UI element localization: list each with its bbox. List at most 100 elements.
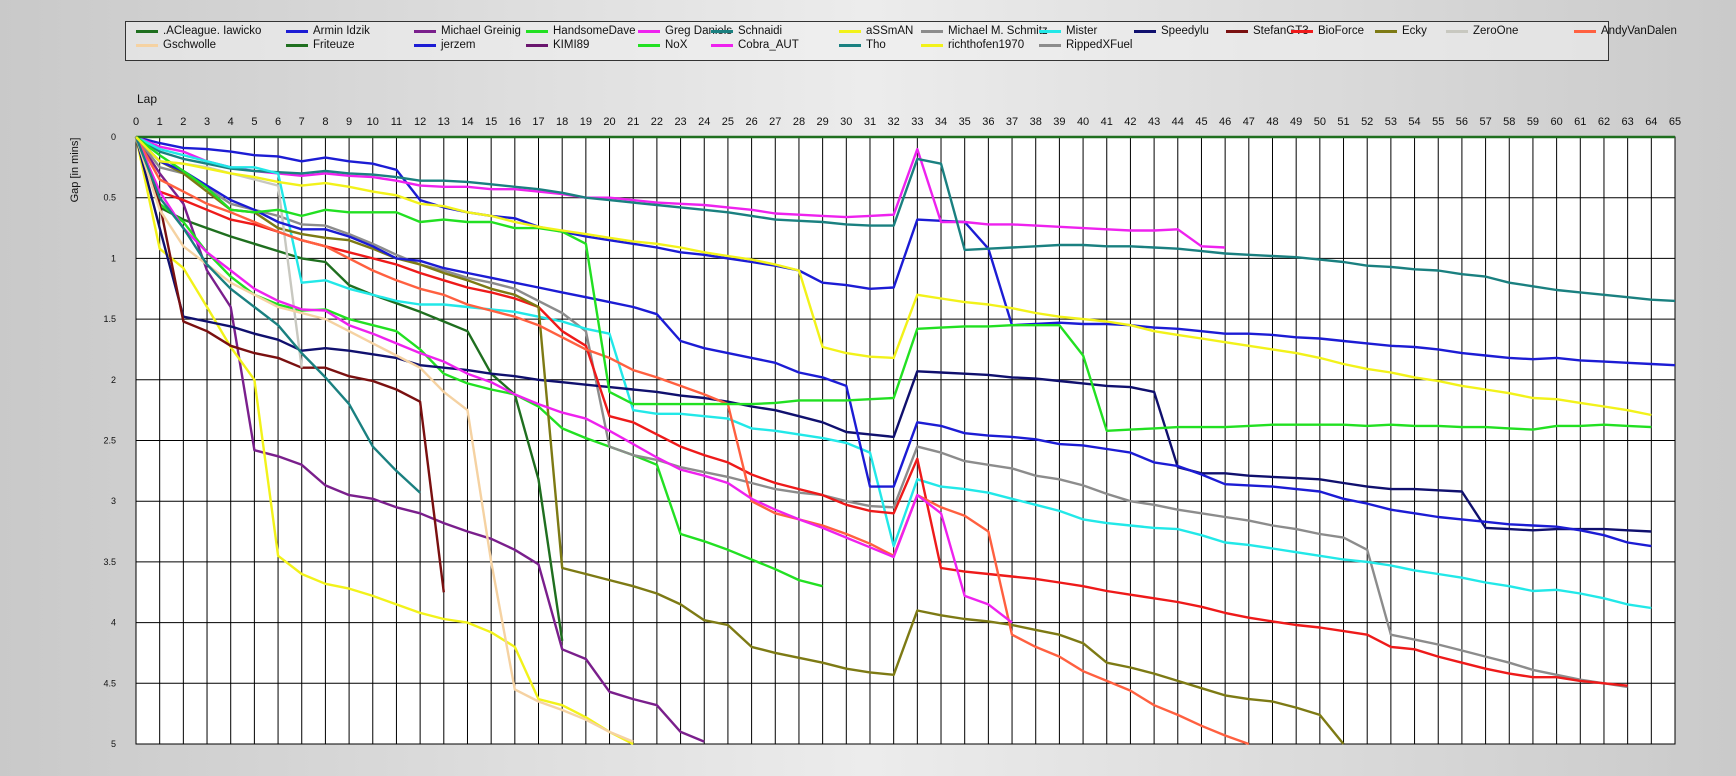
- x-tick-label: 4: [228, 116, 234, 128]
- y-tick-label: 5: [111, 739, 116, 749]
- x-tick-label: 62: [1598, 116, 1610, 128]
- x-axis-label: Lap: [137, 92, 157, 106]
- x-tick-label: 59: [1527, 116, 1539, 128]
- legend-swatch: [921, 29, 943, 33]
- x-tick-label: 35: [959, 116, 971, 128]
- x-tick-label: 19: [580, 116, 592, 128]
- y-tick-label: 2: [111, 375, 116, 385]
- y-tick-label: 4: [111, 618, 116, 628]
- legend-label: richthofen1970: [948, 39, 1025, 51]
- legend-swatch: [1226, 29, 1248, 33]
- x-tick-label: 28: [793, 116, 805, 128]
- x-tick-label: 50: [1314, 116, 1326, 128]
- y-tick-label: 0: [111, 132, 116, 142]
- series-line: [135, 136, 1628, 689]
- series-line: [134, 136, 421, 494]
- legend-item: Schnaidi: [711, 25, 782, 37]
- series-line: [135, 135, 1226, 249]
- legend-item: .ACleague. Iawicko: [136, 25, 261, 37]
- legend-label: Speedylu: [1161, 25, 1209, 37]
- legend-swatch: [1375, 29, 1397, 33]
- legend-item: RippedXFuel: [1039, 39, 1132, 51]
- series-line: [135, 136, 1345, 745]
- legend-item: Michael M. Schmitz: [921, 25, 1048, 37]
- legend-item: ZeroOne: [1446, 25, 1518, 37]
- x-tick-label: 34: [935, 116, 947, 128]
- series-line: [134, 136, 1013, 624]
- legend-item: Speedylu: [1134, 25, 1209, 37]
- legend-label: Mister: [1066, 25, 1098, 37]
- x-tick-label: 65: [1669, 116, 1681, 128]
- legend-item: jerzem: [414, 39, 476, 51]
- x-tick-label: 48: [1266, 116, 1278, 128]
- legend-item: NoX: [638, 39, 687, 51]
- y-tick-label: 3.5: [103, 557, 116, 567]
- x-tick-label: 55: [1432, 116, 1444, 128]
- series-line: [134, 136, 445, 593]
- legend-swatch: [711, 43, 733, 47]
- legend-label: Friteuze: [313, 39, 355, 51]
- legend-swatch: [839, 29, 861, 33]
- legend-item: Friteuze: [286, 39, 355, 51]
- series-line: [134, 136, 705, 743]
- x-tick-label: 45: [1195, 116, 1207, 128]
- legend-item: Tho: [839, 39, 886, 51]
- x-tick-label: 32: [888, 116, 900, 128]
- legend-item: Michael Greinig: [414, 25, 521, 37]
- legend: .ACleague. Iawicko Armin Idzik Michael Gre…: [125, 21, 1677, 61]
- legend-swatch: [286, 43, 308, 47]
- legend-swatch: [1039, 29, 1061, 33]
- legend-label: RippedXFuel: [1066, 39, 1133, 51]
- legend-label: Cobra_AUT: [738, 39, 799, 51]
- legend-swatch: [1134, 29, 1156, 33]
- x-tick-label: 23: [674, 116, 686, 128]
- legend-label: Gschwolle: [163, 39, 217, 51]
- legend-label: HandsomeDave: [553, 25, 636, 37]
- legend-swatch: [638, 43, 660, 47]
- legend-swatch: [638, 29, 660, 33]
- legend-item: HandsomeDave: [526, 25, 635, 37]
- legend-item: StefanGT3: [1226, 25, 1309, 37]
- legend-swatch: [1291, 29, 1313, 33]
- legend-item: Gschwolle: [136, 39, 216, 51]
- x-tick-label: 21: [627, 116, 639, 128]
- x-tick-label: 37: [1006, 116, 1018, 128]
- x-tick-label: 52: [1361, 116, 1373, 128]
- x-tick-label: 43: [1148, 116, 1160, 128]
- legend-item: Armin Idzik: [286, 25, 370, 37]
- y-tick-label: 3: [111, 496, 116, 506]
- x-tick-label: 60: [1550, 116, 1562, 128]
- x-tick-label: 7: [299, 116, 305, 128]
- x-tick-label: 27: [769, 116, 781, 128]
- legend-label: StefanGT3: [1253, 25, 1309, 37]
- x-tick-label: 29: [817, 116, 829, 128]
- series-line: [135, 135, 1676, 367]
- y-axis-label: Gap [in mins]: [69, 138, 81, 203]
- legend-swatch: [1039, 43, 1061, 47]
- series-line: [135, 136, 1652, 417]
- x-tick-label: 16: [509, 116, 521, 128]
- series-line: [134, 136, 1652, 533]
- x-tick-label: 18: [556, 116, 568, 128]
- legend-swatch: [526, 29, 548, 33]
- x-tick-label: 26: [745, 116, 757, 128]
- x-tick-label: 17: [532, 116, 544, 128]
- x-tick-label: 33: [911, 116, 923, 128]
- x-tick-label: 1: [157, 116, 163, 128]
- x-tick-label: 42: [1124, 116, 1136, 128]
- legend-swatch: [136, 29, 158, 33]
- legend-item: KIMI89: [526, 39, 589, 51]
- x-tick-label: 38: [1030, 116, 1042, 128]
- legend-label: jerzem: [441, 39, 476, 51]
- x-tick-label: 54: [1408, 116, 1420, 128]
- legend-item: AndyVanDalen: [1574, 25, 1677, 37]
- x-tick-label: 64: [1645, 116, 1657, 128]
- legend-item: Mister: [1039, 25, 1097, 37]
- y-tick-label: 1.5: [103, 314, 116, 324]
- x-tick-label: 51: [1337, 116, 1349, 128]
- x-tick-label: 57: [1479, 116, 1491, 128]
- series-line: [135, 136, 1652, 548]
- x-tick-label: 3: [204, 116, 210, 128]
- series-line: [135, 136, 1652, 432]
